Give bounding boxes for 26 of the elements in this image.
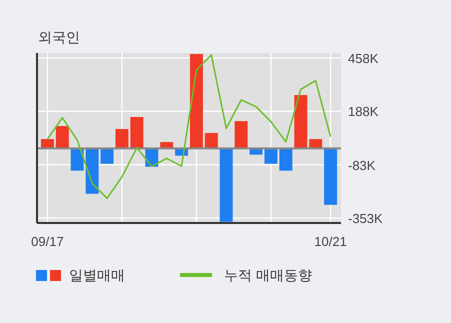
bar (130, 116, 144, 148)
y-tick-label: -83K (348, 158, 376, 173)
y-tick-label: -353K (348, 211, 384, 226)
y-tick-label: 458K (348, 50, 379, 66)
line-series (46, 54, 332, 200)
bar (279, 148, 292, 171)
bar (204, 132, 218, 148)
bar (294, 95, 308, 148)
bar (309, 139, 322, 148)
legend-label: 누적 매매동향 (224, 267, 312, 283)
bar (86, 148, 99, 194)
bar (115, 129, 128, 148)
x-tick-label: 09/17 (31, 234, 64, 249)
legend-일별매매: 일별매매 (36, 267, 125, 283)
bar (234, 121, 248, 148)
bar (324, 148, 338, 205)
legend-label: 일별매매 (69, 267, 125, 283)
bar (100, 148, 114, 164)
x-tick-label: 10/21 (314, 234, 347, 249)
bar (220, 148, 233, 222)
y-tick-label: 188K (348, 104, 379, 120)
bar (190, 54, 203, 148)
chart-title: 외국인 (38, 29, 80, 45)
bar (56, 126, 69, 148)
bar (264, 148, 278, 164)
bar (40, 139, 54, 148)
